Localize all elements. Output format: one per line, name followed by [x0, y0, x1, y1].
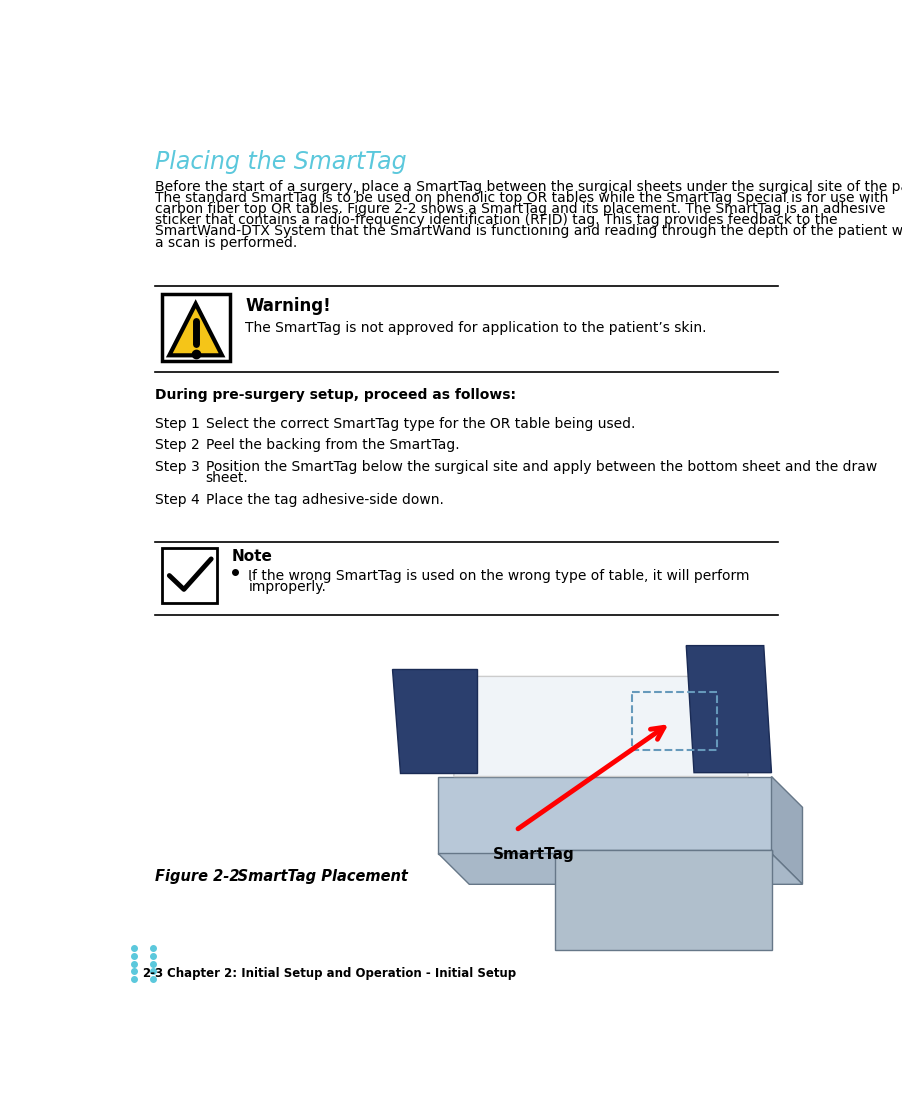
Text: Warning!: Warning!	[245, 297, 331, 315]
FancyBboxPatch shape	[555, 849, 771, 949]
Polygon shape	[555, 849, 771, 857]
Polygon shape	[438, 777, 771, 854]
Polygon shape	[686, 646, 771, 772]
Text: Peel the backing from the SmartTag.: Peel the backing from the SmartTag.	[206, 439, 459, 453]
Text: Step 3: Step 3	[155, 460, 200, 474]
Polygon shape	[438, 854, 803, 885]
Polygon shape	[771, 777, 803, 885]
Text: 2-3: 2-3	[143, 967, 163, 979]
Text: The standard SmartTag is to be used on phenolic top OR tables while the SmartTag: The standard SmartTag is to be used on p…	[155, 191, 888, 205]
Text: Before the start of a surgery, place a SmartTag between the surgical sheets unde: Before the start of a surgery, place a S…	[155, 180, 902, 194]
Text: SmartTag: SmartTag	[492, 847, 575, 863]
Text: Select the correct SmartTag type for the OR table being used.: Select the correct SmartTag type for the…	[206, 417, 635, 431]
Text: During pre-surgery setup, proceed as follows:: During pre-surgery setup, proceed as fol…	[155, 387, 516, 402]
Text: Position the SmartTag below the surgical site and apply between the bottom sheet: Position the SmartTag below the surgical…	[206, 460, 877, 474]
Polygon shape	[454, 677, 749, 777]
Text: sticker that contains a radio-frequency identification (RFID) tag. This tag prov: sticker that contains a radio-frequency …	[155, 214, 838, 227]
Text: Step 2: Step 2	[155, 439, 200, 453]
Text: SmartTag Placement: SmartTag Placement	[212, 869, 408, 884]
Text: SmartWand-DTX System that the SmartWand is functioning and reading through the d: SmartWand-DTX System that the SmartWand …	[155, 225, 902, 238]
Text: improperly.: improperly.	[248, 580, 327, 593]
Text: sheet.: sheet.	[206, 471, 248, 485]
Text: Step 1: Step 1	[155, 417, 200, 431]
Polygon shape	[391, 669, 477, 772]
Text: Figure 2-2: Figure 2-2	[155, 869, 240, 884]
FancyBboxPatch shape	[161, 294, 230, 362]
Text: Chapter 2: Initial Setup and Operation - Initial Setup: Chapter 2: Initial Setup and Operation -…	[167, 967, 516, 979]
Text: If the wrong SmartTag is used on the wrong type of table, it will perform: If the wrong SmartTag is used on the wro…	[248, 569, 750, 582]
Text: a scan is performed.: a scan is performed.	[155, 236, 298, 249]
FancyBboxPatch shape	[161, 548, 217, 603]
Text: carbon fiber top OR tables. ​Figure 2-2​ shows a SmartTag and its placement. The: carbon fiber top OR tables. ​Figure 2-2​…	[155, 203, 886, 216]
Text: Note: Note	[231, 550, 272, 564]
Text: The SmartTag is not approved for application to the patient’s skin.: The SmartTag is not approved for applica…	[245, 321, 707, 335]
Text: Place the tag adhesive-side down.: Place the tag adhesive-side down.	[206, 493, 444, 506]
Polygon shape	[170, 304, 222, 355]
Text: Step 4: Step 4	[155, 493, 200, 506]
Text: Placing the SmartTag: Placing the SmartTag	[155, 150, 407, 175]
